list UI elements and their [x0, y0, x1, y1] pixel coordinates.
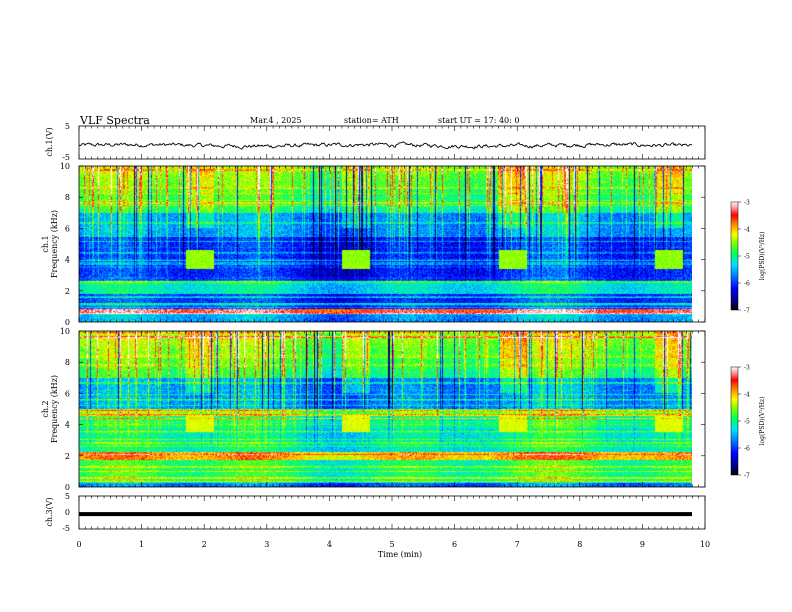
y-tick-label: 2 [65, 452, 70, 461]
ch3-ytick-top: 5 [65, 492, 70, 501]
ch2-spectrogram-ylabel-channel: ch.2 [41, 400, 50, 417]
colorbar-tick-label: -5 [744, 254, 750, 261]
x-tick-label: 4 [327, 540, 332, 549]
time-axis-label: Time (min) [378, 550, 422, 559]
colorbar-tick-label: -7 [744, 473, 750, 480]
x-tick-label: 6 [452, 540, 457, 549]
ch3-waveform-trace [79, 512, 692, 517]
x-tick-label: 9 [640, 540, 645, 549]
y-tick-label: 8 [65, 193, 70, 202]
ch1-colorbar-label: log(PSD)(V²/Hz) [759, 232, 766, 281]
ch1-ylabel: ch.1(V) [45, 127, 54, 156]
colorbar-tick-label: -5 [744, 419, 750, 426]
colorbar-tick-label: -3 [744, 365, 750, 372]
x-tick-label: 1 [139, 540, 144, 549]
y-tick-label: 6 [65, 224, 70, 233]
ch1-spectrogram-ylabel-channel: ch.1 [41, 235, 50, 252]
y-tick-label: 6 [65, 389, 70, 398]
date-label: Mar.4 , 2025 [250, 116, 302, 125]
x-tick-label: 7 [515, 540, 520, 549]
colorbar-tick-label: -4 [744, 227, 750, 234]
ch1-waveform-panel: 5 -5 ch.1(V) [45, 122, 706, 162]
ch3-waveform-panel: 5 0 -5 ch.3(V) [45, 492, 706, 533]
y-tick-label: 2 [65, 287, 70, 296]
y-tick-label: 10 [60, 162, 70, 171]
colorbar-tick-label: -6 [744, 446, 750, 453]
start-time-label: start UT = 17: 40: 0 [438, 116, 519, 125]
ch2-colorbar [730, 366, 739, 476]
x-tick-label: 8 [577, 540, 582, 549]
x-tick-label: 0 [76, 540, 81, 549]
y-tick-label: 8 [65, 358, 70, 367]
y-tick-label: 0 [65, 318, 70, 327]
time-axis: 0 1 2 3 4 5 6 7 8 9 10 [76, 126, 710, 549]
y-tick-label: 4 [65, 421, 70, 430]
ch3-ytick-middle: 0 [65, 508, 70, 517]
colorbar-tick-label: -7 [744, 308, 750, 315]
y-tick-label: 10 [60, 327, 70, 336]
ch2-colorbar-label: log(PSD)(V²/Hz) [759, 397, 766, 446]
ch1-colorbar [730, 201, 739, 311]
y-tick-label: 0 [65, 483, 70, 492]
ch1-waveform-frame [78, 125, 706, 160]
colorbar-tick-label: -3 [744, 200, 750, 207]
x-tick-label: 2 [202, 540, 207, 549]
colorbar-tick-label: -6 [744, 281, 750, 288]
y-tick-label: 4 [65, 256, 70, 265]
x-tick-label: 5 [389, 540, 394, 549]
x-tick-label: 3 [264, 540, 269, 549]
ch3-ylabel: ch.3(V) [45, 497, 54, 526]
ch1-waveform-trace [78, 141, 693, 150]
ch2-spectrogram-image [79, 331, 692, 487]
ch3-ytick-bottom: -5 [62, 524, 70, 533]
figure-title: VLF Spectra [79, 114, 150, 127]
ch1-spectrogram-image [79, 166, 692, 322]
colorbar-tick-label: -4 [744, 392, 750, 399]
x-tick-label: 10 [700, 540, 710, 549]
ch1-spectrogram-ylabel-frequency: Frequency (kHz) [50, 210, 59, 278]
station-label: station= ATH [344, 116, 399, 125]
ch1-ytick-top: 5 [65, 122, 70, 131]
ch2-spectrogram-ylabel-frequency: Frequency (kHz) [50, 375, 59, 443]
ch1-ytick-bottom: -5 [62, 153, 70, 162]
